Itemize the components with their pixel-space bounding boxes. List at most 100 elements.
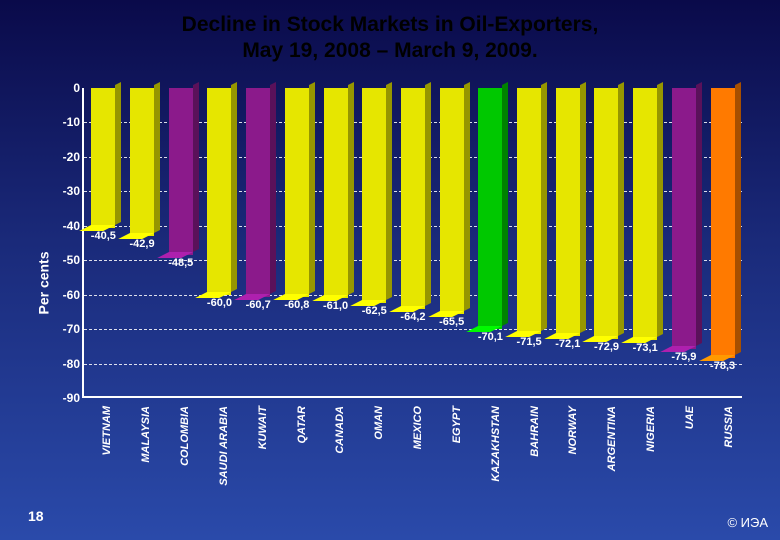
bar: -72,9: [594, 88, 618, 339]
bar-side: [696, 82, 702, 346]
title-line-2: May 19, 2008 – March 9, 2009.: [242, 39, 537, 62]
bar-front: [517, 88, 541, 334]
y-tick-label: -90: [52, 391, 80, 405]
bar-slot: -62,5: [355, 88, 394, 396]
bar: -60,8: [285, 88, 309, 297]
y-tick-label: -60: [52, 288, 80, 302]
bar: -60,0: [207, 88, 231, 295]
page-number: 18: [28, 508, 44, 524]
bar-front: [711, 88, 735, 358]
bar-side: [657, 82, 663, 337]
y-tick-label: -50: [52, 253, 80, 267]
bar-value-label: -62,5: [362, 305, 387, 317]
chart-title: Decline in Stock Markets in Oil-Exporter…: [0, 0, 780, 71]
bar-slot: -75,9: [665, 88, 704, 396]
bar-front: [440, 88, 464, 314]
credit-text: © ИЭА: [727, 515, 768, 530]
bar-front: [478, 88, 502, 329]
bar-side: [502, 82, 508, 327]
bar-side: [618, 82, 624, 336]
bar-slot: -48,5: [161, 88, 200, 396]
bar-value-label: -42,9: [130, 238, 155, 250]
bar: -70,1: [478, 88, 502, 329]
bar-value-label: -72,9: [594, 341, 619, 353]
bar: -40,5: [91, 88, 115, 228]
bar-slot: -72,1: [548, 88, 587, 396]
bar-slot: -60,7: [239, 88, 278, 396]
bar-side: [154, 82, 160, 233]
bar-value-label: -72,1: [555, 338, 580, 350]
bar-value-label: -40,5: [91, 230, 116, 242]
bars-container: -40,5 -42,9 -48,5 -60,0 -60,7 -60,8 -61,0 -62,5…: [84, 88, 742, 396]
bar-slot: -64,2: [394, 88, 433, 396]
bar-front: [324, 88, 348, 298]
bar: -62,5: [362, 88, 386, 303]
title-line-1: Decline in Stock Markets in Oil-Exporter…: [182, 13, 599, 36]
bar-side: [231, 82, 237, 292]
bar-slot: -60,0: [200, 88, 239, 396]
bar-front: [556, 88, 580, 336]
bar-slot: -78,3: [703, 88, 742, 396]
y-tick-label: -10: [52, 115, 80, 129]
y-tick-label: -20: [52, 150, 80, 164]
bar-value-label: -60,0: [207, 297, 232, 309]
bar-front: [285, 88, 309, 297]
bar-slot: -71,5: [510, 88, 549, 396]
bar-front: [169, 88, 193, 255]
bar-front: [130, 88, 154, 236]
bar-value-label: -48,5: [168, 257, 193, 269]
bar-side: [309, 82, 315, 294]
bar: -65,5: [440, 88, 464, 314]
bar-side: [425, 82, 431, 306]
bar-front: [246, 88, 270, 297]
bar-side: [735, 82, 741, 355]
bar-front: [207, 88, 231, 295]
bar: -48,5: [169, 88, 193, 255]
bar: -73,1: [633, 88, 657, 340]
bar-side: [386, 82, 392, 300]
y-tick-label: -70: [52, 322, 80, 336]
bar: -78,3: [711, 88, 735, 358]
bar-front: [633, 88, 657, 340]
plot-area: 0-10-20-30-40-50-60-70-80-90 -40,5-42,9-…: [82, 88, 742, 398]
bar-side: [193, 82, 199, 252]
bar-side: [270, 82, 276, 294]
y-axis-label: Per cents: [36, 251, 52, 314]
bar-value-label: -64,2: [400, 311, 425, 323]
bar: -61,0: [324, 88, 348, 298]
bar: -75,9: [672, 88, 696, 349]
bar-value-label: -78,3: [710, 360, 735, 372]
bar-front: [401, 88, 425, 309]
bar: -42,9: [130, 88, 154, 236]
bar: -71,5: [517, 88, 541, 334]
bar-front: [594, 88, 618, 339]
bar-side: [348, 82, 354, 295]
bar-side: [464, 82, 470, 311]
bar-slot: -70,1: [471, 88, 510, 396]
y-tick-label: -40: [52, 219, 80, 233]
bar: -72,1: [556, 88, 580, 336]
bar-slot: -42,9: [123, 88, 162, 396]
y-tick-label: -30: [52, 184, 80, 198]
bar-value-label: -60,7: [246, 299, 271, 311]
bar-front: [672, 88, 696, 349]
bar-slot: -40,5: [84, 88, 123, 396]
bar-value-label: -70,1: [478, 331, 503, 343]
bar-value-label: -65,5: [439, 316, 464, 328]
y-tick-label: 0: [52, 81, 80, 95]
bar: -60,7: [246, 88, 270, 297]
bar-front: [91, 88, 115, 228]
chart-area: Per cents 0-10-20-30-40-50-60-70-80-90 -…: [48, 88, 748, 478]
bar-side: [115, 82, 121, 225]
bar-value-label: -73,1: [633, 342, 658, 354]
bar: -64,2: [401, 88, 425, 309]
bar-side: [580, 82, 586, 333]
bar-slot: -60,8: [278, 88, 317, 396]
bar-side: [541, 82, 547, 331]
bar-value-label: -71,5: [517, 336, 542, 348]
bar-slot: -72,9: [587, 88, 626, 396]
bar-front: [362, 88, 386, 303]
bar-value-label: -75,9: [671, 351, 696, 363]
bar-slot: -61,0: [316, 88, 355, 396]
bar-value-label: -61,0: [323, 300, 348, 312]
